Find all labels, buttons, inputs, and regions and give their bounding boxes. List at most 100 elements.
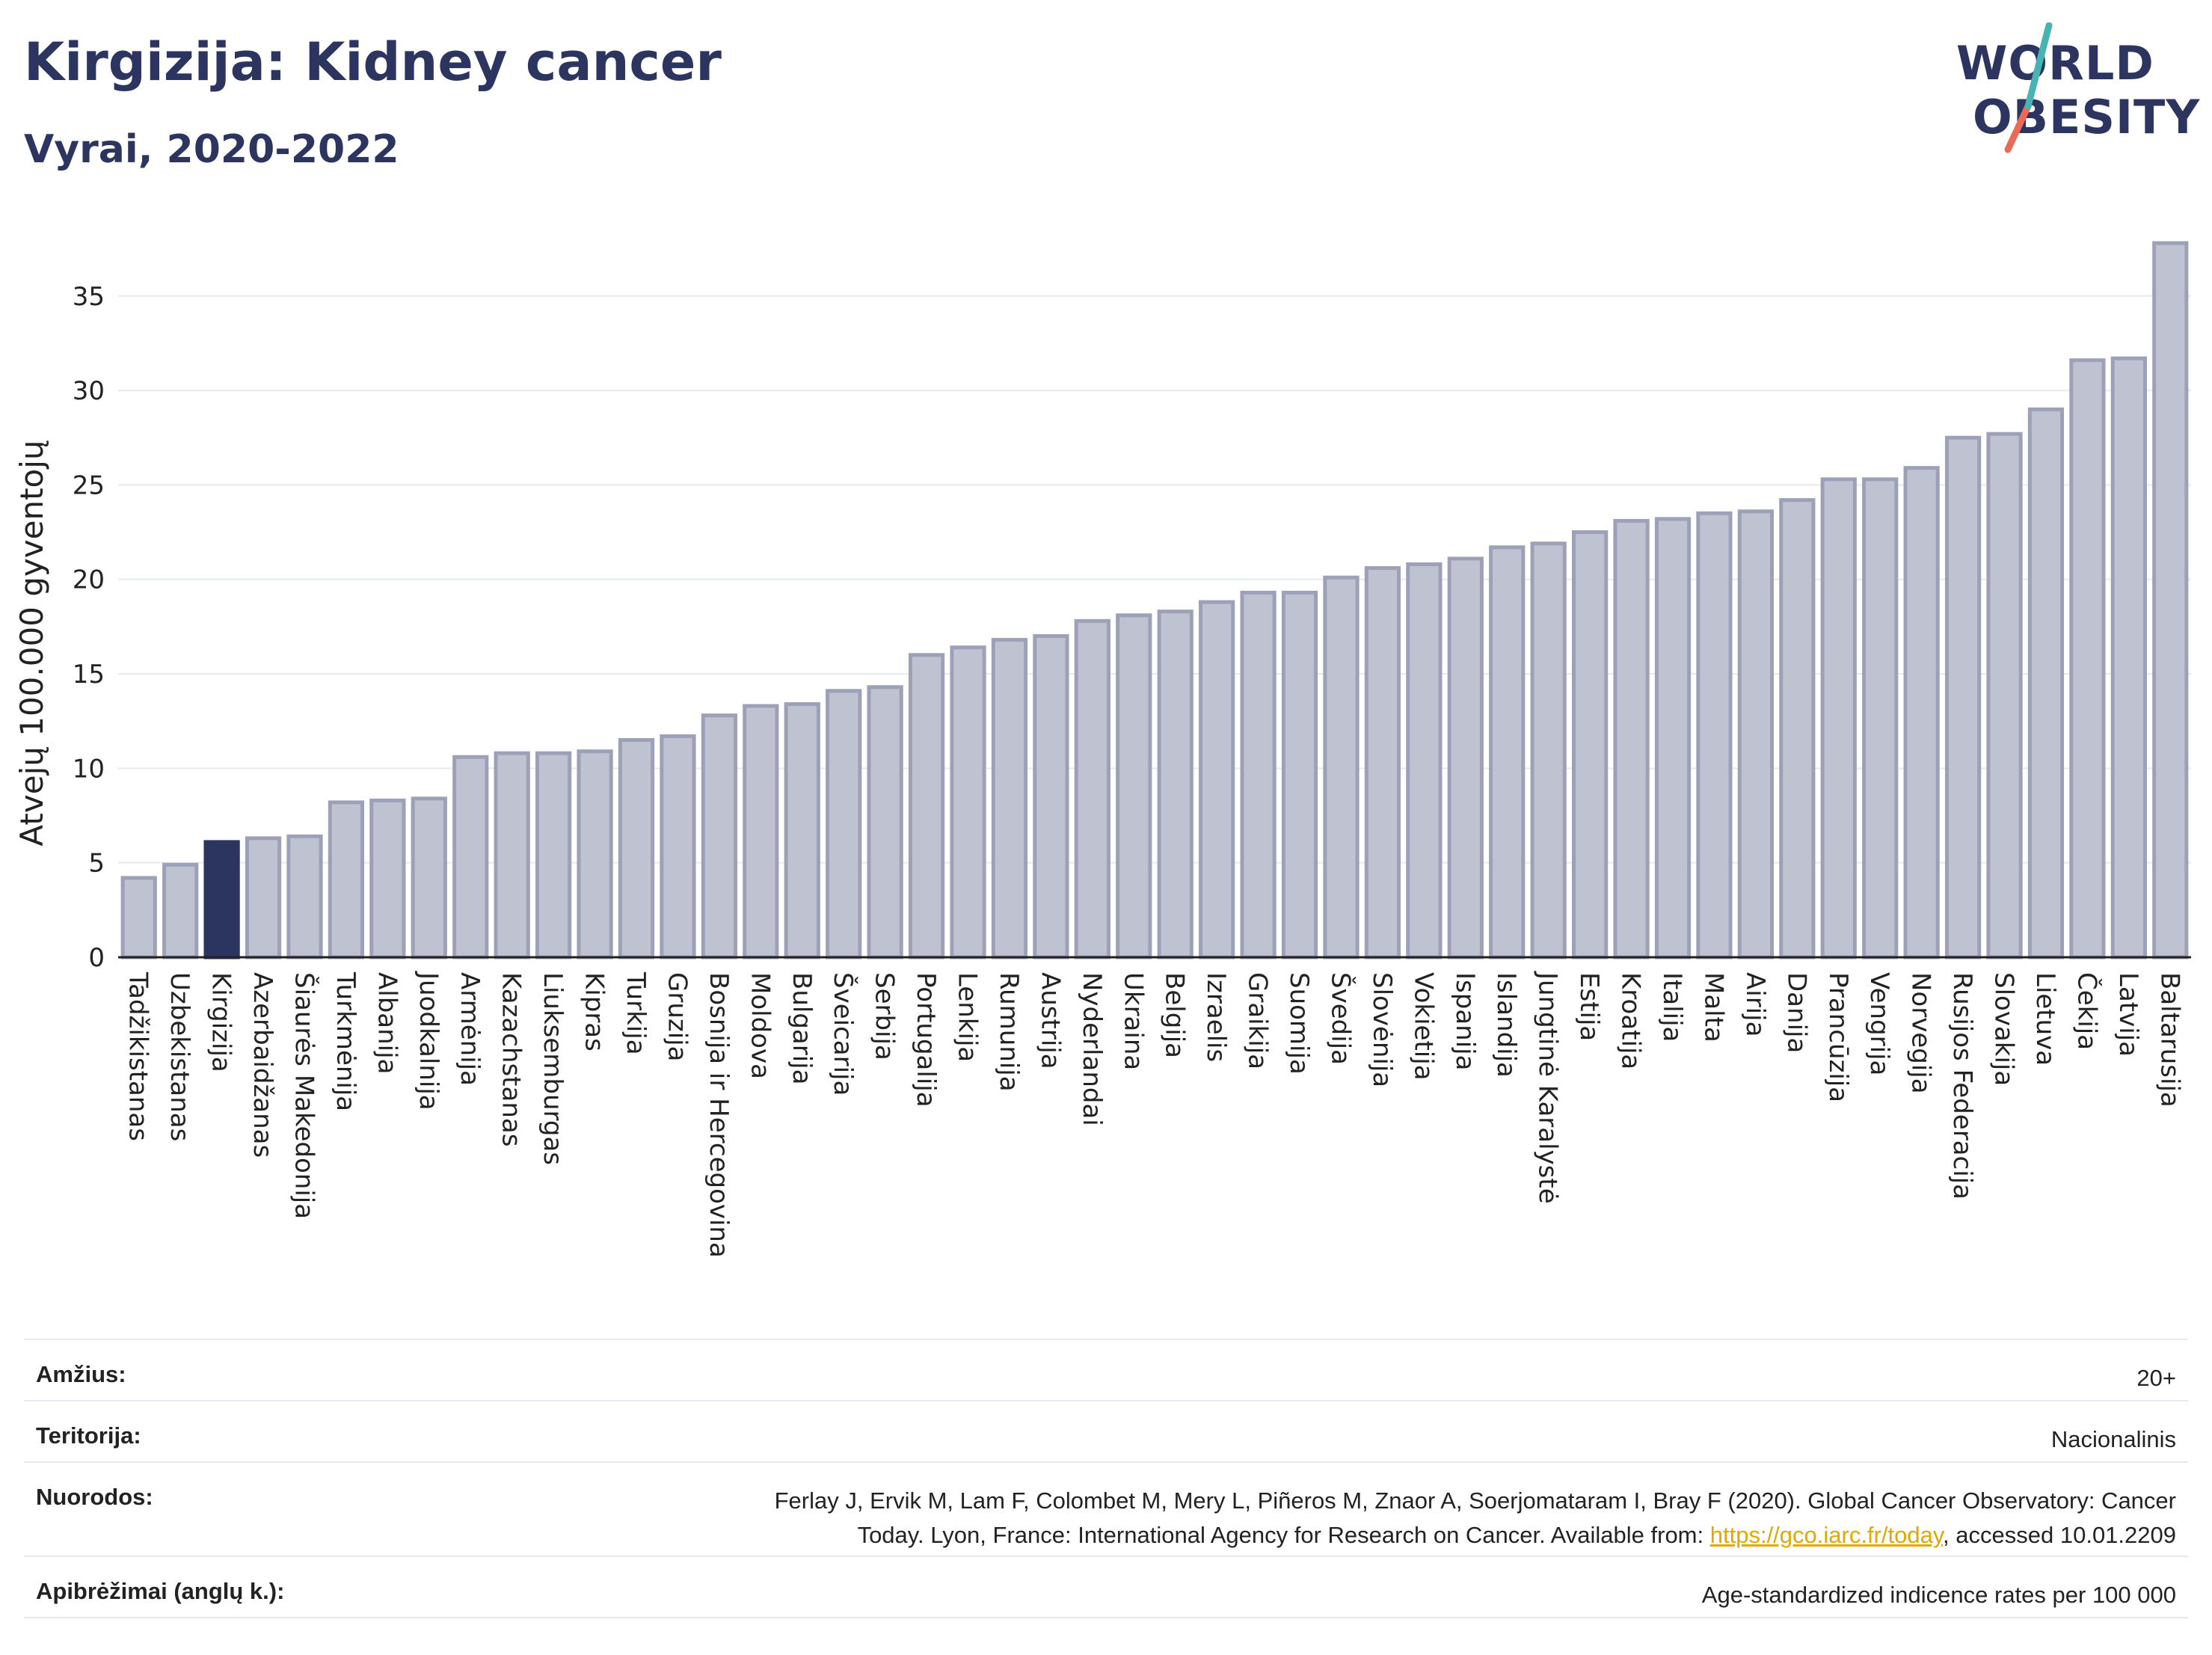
bar [1364,566,1401,959]
bar [618,737,655,959]
world-obesity-logo: WORLD OBESITY [1944,22,2199,165]
x-tick-label: Prancūzija [1823,972,1853,1102]
bar [411,796,447,959]
meta-row-definitions: Apibrėžimai (anglų k.): Age-standardized… [24,1556,2188,1618]
bar [826,689,862,959]
bar [1862,477,1899,959]
y-tick-label: 20 [73,565,105,595]
reference-accessed: , accessed 10.01.2209 [1943,1522,2176,1548]
page-subtitle: Vyrai, 2020-2022 [24,127,399,172]
y-tick-label: 25 [73,470,105,500]
x-tick-label: Vengrija [1864,972,1894,1075]
x-tick-label: Turkmėnija [331,971,360,1111]
bar [1406,562,1443,959]
x-tick-label: Latvija [2113,972,2143,1057]
y-tick-label: 0 [88,943,105,973]
x-tick-label: Malta [1698,972,1728,1043]
logo-slash-icon [2004,22,2053,153]
bar [120,876,157,959]
x-tick-label: Šveicarija [828,972,858,1096]
meta-row-territory: Teritorija: Nacionalinis [24,1400,2188,1461]
meta-value-territory: Nacionalinis [2050,1426,2176,1452]
bar [1489,545,1526,959]
bar [1903,466,1940,959]
bar [1944,435,1982,959]
bar [1074,618,1110,959]
x-tick-label: Uzbekistanas [165,972,194,1141]
x-tick-label: Airija [1740,972,1770,1037]
x-tick-label: Kazachstanas [497,972,526,1146]
bar [1613,518,1650,959]
x-tick-label: Bulgarija [787,972,817,1084]
bar [867,685,903,959]
bar [1157,610,1193,959]
x-tick-label: Lietuva [2030,972,2060,1066]
meta-row-age: Amžius: 20+ [24,1339,2188,1400]
bar [908,653,945,959]
x-tick-label: Gruzija [662,972,692,1061]
y-tick-label: 15 [73,660,105,690]
meta-value-age: 20+ [2136,1365,2176,1391]
reference-link[interactable]: https://gco.iarc.fr/today [1709,1522,1944,1548]
x-tick-label: Lenkija [953,972,983,1062]
x-tick-label: Jungtinė Karalystė [1533,971,1563,1204]
bar [1820,477,1857,959]
x-tick-label: Armėnija [455,972,485,1086]
bar [203,840,240,959]
y-tick-label: 35 [73,282,105,312]
x-tick-label: Suomija [1284,972,1314,1075]
bar [2152,241,2189,959]
bar [1199,600,1235,959]
page-title: Kirgizija: Kidney cancer [24,31,722,93]
x-tick-label: Moldova [745,972,775,1079]
bar [743,704,779,959]
x-tick-label: Turkija [621,971,651,1055]
bar [1240,590,1276,959]
bar [701,713,738,959]
meta-value-references: Ferlay J, Ervik M, Lam F, Colombet M, Me… [775,1484,2176,1553]
logo-word-world: WORLD [1956,36,2154,90]
x-tick-label: Ukraina [1118,972,1148,1070]
bar [991,638,1028,959]
x-tick-label: Islandija [1491,972,1521,1078]
y-tick-label: 5 [88,849,105,879]
x-tick-label: Baltarusija [2154,972,2184,1108]
bar [1530,541,1567,959]
reference-text-line2: Today. Lyon, France: International Agenc… [857,1522,1710,1548]
x-tick-label: Slovakija [1989,972,2019,1086]
x-tick-label: Graikija [1243,972,1273,1069]
meta-label-age: Amžius: [36,1361,126,1387]
bar [162,862,199,959]
bar [660,734,696,959]
bar [1116,613,1152,959]
x-tick-label: Slovėnija [1367,972,1397,1087]
x-tick-label: Estija [1574,972,1604,1041]
x-tick-label: Vokietija [1408,972,1438,1081]
logo-word-obesity: OBESITY [1973,90,2201,144]
bar [494,751,530,959]
bar-chart: 0 5 10 15 20 25 30 35 Tadžikistanas Uzbekistanas K… [73,241,2191,1258]
bar [950,645,986,959]
x-tick-label: Portugalija [911,972,941,1108]
x-tick-label: Kipras [580,972,609,1051]
y-tick-label: 30 [73,376,105,406]
x-tick-label: Bosnija ir Hercegovina [704,972,734,1258]
bar [1696,511,1733,959]
x-tick-label: Rusijos Federacija [1947,972,1977,1200]
x-tick-label: Kirgizija [206,972,236,1072]
bar [1779,498,1816,959]
bar [328,800,365,959]
x-tick-label: Kroatija [1616,972,1646,1069]
bar [1571,530,1609,959]
x-tick-label: Albanija [372,972,402,1074]
x-tick-label: Juodkalnija [414,971,443,1111]
bar [369,798,406,959]
bar [1447,556,1484,959]
reference-text-line1: Ferlay J, Ervik M, Lam F, Colombet M, Me… [774,1487,2176,1514]
meta-label-definitions: Apibrėžimai (anglų k.): [36,1578,285,1604]
meta-row-references: Nuorodos: Ferlay J, Ervik M, Lam F, Colo… [24,1461,2188,1556]
y-tick-label: 10 [73,754,105,784]
bar [1986,432,2023,959]
bar [2069,358,2106,959]
bar [286,834,323,959]
